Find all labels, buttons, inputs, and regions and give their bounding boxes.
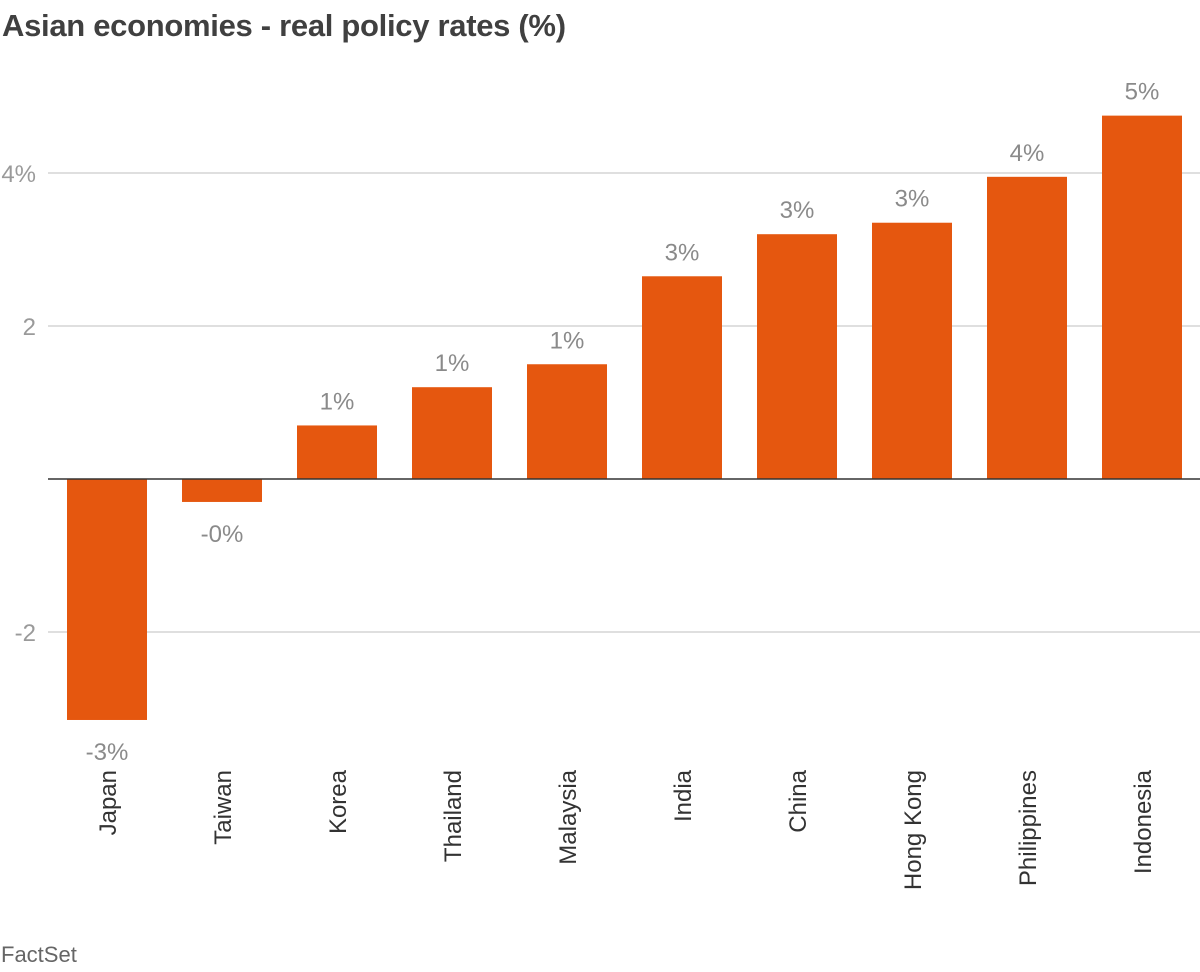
x-tick-label: Taiwan [210, 770, 237, 845]
y-tick-label: 4% [1, 161, 36, 188]
x-tick-label: India [670, 769, 697, 822]
bar [297, 425, 377, 479]
bar [412, 387, 492, 479]
bar [757, 234, 837, 479]
data-label: 3% [895, 186, 930, 213]
data-label: 3% [665, 239, 700, 266]
x-tick-label: Hong Kong [900, 770, 927, 890]
bar [527, 364, 607, 479]
data-label: 1% [435, 350, 470, 377]
x-tick-label: Indonesia [1130, 769, 1157, 874]
bar [67, 479, 147, 720]
chart-title: Asian economies - real policy rates (%) [2, 8, 566, 43]
bar [1102, 115, 1182, 479]
x-tick-label: Philippines [1015, 770, 1042, 886]
x-tick-label: Japan [95, 770, 122, 835]
y-axis-ticks: 4% 2 -2 [1, 161, 36, 647]
data-label: 5% [1125, 79, 1160, 106]
data-labels: -3% -0% 1% 1% 1% 3% 3% 3% 4% 5% [86, 79, 1160, 766]
x-tick-label: Korea [325, 769, 352, 834]
x-axis-ticks: Japan Taiwan Korea Thailand Malaysia India Chi… [95, 769, 1157, 890]
chart-source: FactSet [1, 942, 77, 967]
data-label: -3% [86, 739, 129, 766]
bar [642, 276, 722, 479]
data-label: 3% [780, 197, 815, 224]
y-tick-label: 2 [23, 314, 36, 341]
y-tick-label: -2 [15, 620, 36, 647]
bar [987, 176, 1067, 479]
bars [67, 115, 1182, 720]
data-label: 1% [550, 327, 585, 354]
x-tick-label: China [785, 769, 812, 832]
x-tick-label: Malaysia [555, 769, 582, 864]
data-label: -0% [201, 521, 244, 548]
bar [872, 222, 952, 479]
data-label: 1% [320, 388, 355, 415]
x-tick-label: Thailand [440, 770, 467, 862]
data-label: 4% [1010, 140, 1045, 167]
bar [182, 479, 262, 502]
